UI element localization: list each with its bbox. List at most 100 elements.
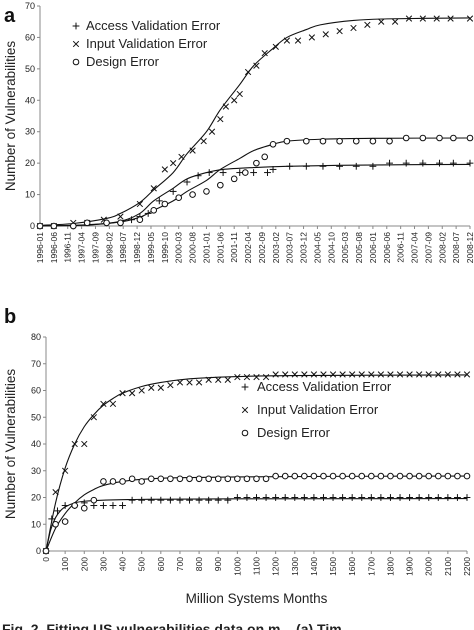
x-tick-label-b: 900	[213, 557, 223, 571]
data-point-b	[109, 502, 117, 509]
x-tick-label-a: 1999-05	[146, 232, 156, 263]
data-point-b	[291, 472, 299, 480]
data-point-b	[81, 440, 88, 448]
data-point-b	[454, 371, 461, 378]
x-b	[138, 387, 145, 394]
x-b	[368, 371, 375, 378]
data-point-a	[319, 137, 327, 145]
data-point-b	[157, 475, 165, 483]
data-point-b	[329, 371, 337, 378]
x-tick-label-a: 2007-09	[423, 232, 433, 263]
data-point-a	[150, 206, 158, 214]
y-tick-label-b: 60	[31, 386, 41, 396]
circle-mark	[214, 475, 222, 483]
circle-mark	[167, 475, 174, 483]
x-b	[215, 376, 222, 383]
data-point-b	[61, 518, 69, 525]
x-b	[377, 371, 385, 378]
circle-mark	[69, 222, 77, 230]
data-point-a	[222, 103, 230, 110]
fit-curve-b	[45, 475, 468, 552]
data-point-b	[119, 478, 126, 485]
circle-mark	[348, 472, 356, 480]
data-point-b	[100, 502, 107, 509]
circle-mark	[234, 475, 241, 483]
data-point-b	[205, 376, 212, 383]
x-b	[405, 15, 413, 22]
data-point-b	[243, 494, 251, 501]
data-point-b	[224, 475, 232, 483]
data-point-b	[157, 496, 165, 504]
data-point-b	[406, 371, 413, 378]
circle-mark	[396, 472, 404, 480]
x-b	[378, 18, 385, 25]
x-b	[128, 390, 136, 397]
data-point-b	[100, 478, 107, 485]
circle-mark	[377, 472, 385, 480]
data-point-a	[155, 197, 163, 205]
data-point-b	[214, 496, 222, 504]
x-b	[208, 128, 216, 135]
circle-mark	[303, 137, 310, 145]
data-point-b	[406, 472, 413, 480]
data-point-b	[416, 371, 423, 378]
x-tick-label-a: 2007-04	[410, 232, 420, 263]
x-b	[157, 384, 164, 391]
data-point-a	[36, 222, 44, 230]
data-point-b	[310, 472, 318, 480]
data-point-a	[303, 137, 310, 145]
data-point-b	[358, 494, 366, 501]
fit-curve-a	[39, 163, 471, 227]
circle-mark	[415, 472, 423, 480]
data-point-a	[419, 134, 427, 142]
data-point-a	[175, 194, 183, 202]
data-point-b	[396, 472, 404, 480]
circle-mark	[310, 472, 318, 480]
circle-mark	[368, 472, 375, 480]
data-point-b	[52, 488, 59, 496]
circle-mark	[444, 472, 452, 480]
data-point-b	[186, 496, 193, 504]
circle-mark	[36, 222, 44, 230]
circle-mark	[52, 520, 59, 528]
data-point-b	[387, 371, 394, 378]
x-b	[136, 200, 144, 208]
x-b	[253, 373, 260, 381]
circle-mark	[147, 475, 155, 483]
data-point-b	[54, 507, 61, 515]
data-point-b	[167, 381, 174, 389]
data-point-b	[368, 371, 375, 378]
x-b	[109, 400, 117, 408]
circle-mark	[90, 496, 98, 504]
legend-marker-b	[241, 383, 249, 391]
x-tick-label-b: 1800	[385, 557, 395, 576]
data-point-a	[286, 162, 294, 170]
data-point-a	[419, 159, 427, 167]
data-point-b	[186, 379, 193, 386]
x-b	[186, 379, 193, 386]
data-point-b	[71, 502, 79, 509]
data-point-b	[234, 373, 241, 381]
data-point-a	[402, 159, 410, 167]
circle-mark	[189, 191, 196, 198]
circle-mark	[261, 153, 269, 161]
data-point-b	[368, 472, 375, 480]
data-point-a	[178, 153, 185, 161]
data-point-b	[90, 496, 98, 504]
x-b	[161, 166, 168, 173]
legend-b: Access Validation Error Input Validation …	[241, 379, 392, 440]
data-point-b	[281, 472, 289, 480]
x-b	[291, 371, 298, 378]
circle-mark	[352, 137, 360, 145]
y-axis-title-a: Number of Vulnerabilities	[3, 41, 18, 192]
data-point-a	[364, 21, 371, 29]
x-b	[231, 97, 238, 104]
x-tick-label-a: 1996-06	[49, 232, 59, 263]
data-point-b	[291, 371, 298, 378]
data-point-b	[339, 472, 346, 480]
x-b	[310, 371, 318, 378]
x-b	[200, 137, 207, 145]
legend-marker-b	[241, 406, 249, 414]
data-point-a	[272, 43, 279, 51]
data-point-a	[219, 169, 227, 176]
